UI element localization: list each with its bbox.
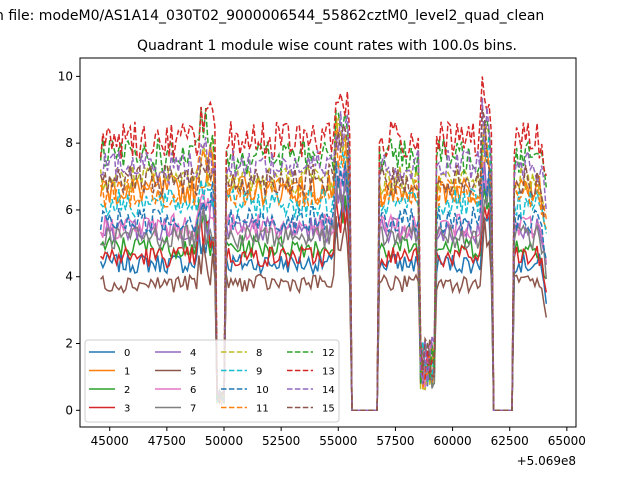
- legend-label-12: 12: [322, 348, 335, 359]
- series-line-14: [100, 97, 548, 412]
- plot-area: [99, 76, 548, 412]
- x-offset-label: +5.069e8: [517, 454, 576, 468]
- x-tick-label: 52500: [262, 434, 300, 448]
- series-line-11: [99, 123, 548, 412]
- legend-label-14: 14: [322, 385, 335, 396]
- legend-label-13: 13: [322, 367, 335, 378]
- y-tick-label: 10: [58, 69, 73, 83]
- series-line-7: [100, 168, 548, 412]
- y-tick-label: 4: [65, 270, 73, 284]
- series-line-15: [99, 108, 547, 412]
- x-tick-label: 45000: [91, 434, 129, 448]
- figure-suptitle: n file: modeM0/AS1A14_030T02_9000006544_…: [0, 8, 544, 24]
- legend-label-15: 15: [322, 404, 335, 415]
- y-axis: 0 2 4 6 8 10: [58, 69, 80, 417]
- legend-label-2: 2: [124, 385, 130, 396]
- x-tick-label: 55000: [319, 434, 357, 448]
- legend-label-11: 11: [256, 404, 269, 415]
- legend-label-3: 3: [124, 404, 130, 415]
- legend-label-6: 6: [190, 385, 196, 396]
- legend-box: [84, 339, 340, 423]
- chart-title: Quadrant 1 module wise count rates with …: [137, 38, 517, 54]
- x-tick-label: 47500: [148, 434, 186, 448]
- y-tick-label: 2: [65, 337, 73, 351]
- x-tick-label: 60000: [433, 434, 471, 448]
- y-tick-label: 6: [65, 203, 73, 217]
- legend-label-1: 1: [124, 367, 130, 378]
- series-line-5: [100, 215, 548, 412]
- legend-label-8: 8: [256, 348, 262, 359]
- series-line-2: [99, 185, 547, 412]
- series-line-10: [99, 161, 548, 412]
- axes-frame: [79, 57, 577, 428]
- legend-label-10: 10: [256, 385, 269, 396]
- x-tick-label: 50000: [205, 434, 243, 448]
- x-axis: 45000 47500 50000 52500 55000 57500 60000 62500…: [91, 427, 586, 448]
- x-tick-label: 62500: [491, 434, 529, 448]
- series-line-13: [99, 76, 548, 412]
- y-tick-label: 0: [65, 403, 73, 417]
- legend-label-0: 0: [124, 348, 130, 359]
- legend-label-7: 7: [190, 404, 196, 415]
- x-tick-label: 57500: [376, 434, 414, 448]
- legend-label-5: 5: [190, 367, 196, 378]
- y-tick-label: 8: [65, 136, 73, 150]
- series-line-9: [100, 131, 548, 412]
- series-line-3: [100, 194, 548, 412]
- legend-label-4: 4: [190, 348, 196, 359]
- legend-label-9: 9: [256, 367, 262, 378]
- x-tick-label: 65000: [548, 434, 586, 448]
- series-line-8: [99, 117, 547, 412]
